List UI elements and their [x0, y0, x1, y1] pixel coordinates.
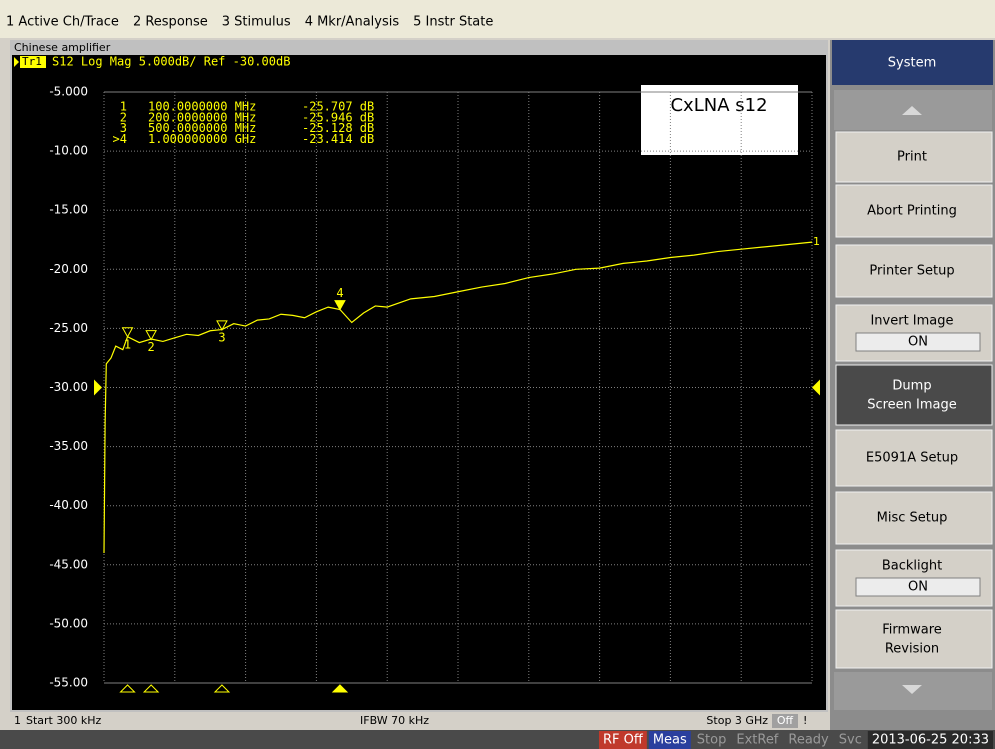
- menu-item[interactable]: 2 Response: [133, 15, 208, 30]
- softkey-label: Backlight: [882, 559, 942, 574]
- status-bar: [0, 730, 995, 749]
- y-tick-label: -20.00: [49, 262, 88, 276]
- menu-item[interactable]: 1 Active Ch/Trace: [6, 15, 119, 30]
- stop: Stop 3 GHz: [706, 714, 768, 727]
- status-item-bg: [598, 731, 647, 749]
- marker-position: [119, 684, 136, 693]
- softkey[interactable]: [835, 184, 993, 238]
- softkey[interactable]: [835, 364, 993, 426]
- marker-reading: -23.414 dB: [302, 132, 374, 146]
- marker-tag: 4: [336, 286, 343, 300]
- softkey-state-bg: [855, 332, 981, 352]
- marker-triangle: [216, 320, 228, 331]
- softkey-state-bg: [855, 577, 981, 597]
- marker-freq: 500.0000000 MHz: [148, 121, 256, 135]
- marker-freq: 100.0000000 MHz: [148, 100, 256, 114]
- softkey-label: Printer Setup: [869, 264, 954, 279]
- menu-bar: [0, 0, 995, 38]
- ref-arrow-left: [94, 379, 102, 396]
- menu-item[interactable]: 3 Stimulus: [222, 15, 291, 30]
- softkey[interactable]: [835, 609, 993, 669]
- softkey-label: Dump: [892, 379, 931, 394]
- up-arrow: [902, 106, 922, 115]
- softkey-state: ON: [908, 580, 928, 595]
- menu-item[interactable]: 5 Instr State: [413, 15, 493, 30]
- menu-item[interactable]: 4 Mkr/Analysis: [305, 15, 400, 30]
- marker-number: 2: [120, 110, 127, 124]
- softkey[interactable]: [835, 244, 993, 298]
- marker-triangle: [145, 330, 157, 341]
- softkey-label: Firmware: [882, 623, 942, 638]
- y-tick-label: -30.00: [49, 380, 88, 394]
- plot-background: [12, 55, 826, 710]
- softkey[interactable]: [835, 491, 993, 545]
- marker-number: 3: [120, 121, 127, 135]
- y-tick-label: -35.00: [49, 439, 88, 453]
- trace-label: 1: [813, 235, 820, 248]
- softkey-title: System: [888, 56, 936, 71]
- marker-number: >4: [113, 132, 127, 146]
- softkey[interactable]: [835, 131, 993, 183]
- marker-freq: 200.0000000 MHz: [148, 110, 256, 124]
- status-item: Stop: [697, 733, 727, 748]
- status-item: RF Off: [603, 733, 644, 748]
- annotation-box: [641, 85, 798, 155]
- status-item: 2013-06-25 20:33: [872, 733, 989, 748]
- y-tick-label: -40.00: [49, 498, 88, 512]
- marker-triangle: [334, 300, 346, 311]
- marker-number: 1: [120, 100, 127, 114]
- softkey-label: Misc Setup: [877, 511, 948, 526]
- softkey-label: E5091A Setup: [866, 451, 958, 466]
- softkey-label: Invert Image: [870, 314, 953, 329]
- status-item: Meas: [653, 733, 687, 748]
- marker-reading: -25.707 dB: [302, 100, 374, 114]
- marker-position: [142, 684, 160, 693]
- marker-freq: 1.000000000 GHz: [148, 132, 256, 146]
- softkey-state: ON: [908, 335, 928, 350]
- trace-badge: Tr1: [22, 55, 42, 68]
- annotation: CxLNA s12: [670, 95, 767, 116]
- marker-triangle: [121, 327, 134, 338]
- active-arrow: [14, 57, 19, 67]
- y-tick-label: -25.00: [49, 321, 88, 335]
- start: Start 300 kHz: [26, 714, 102, 727]
- ifbw: IFBW 70 kHz: [360, 714, 429, 727]
- channel: 1: [14, 714, 21, 727]
- y-tick-label: -50.00: [49, 616, 88, 630]
- marker-tag: 2: [148, 340, 155, 354]
- softkey-label: Abort Printing: [867, 204, 957, 219]
- status-item-bg: [648, 731, 691, 749]
- window-title: Chinese amplifier: [14, 41, 111, 54]
- off: Off: [777, 714, 794, 727]
- marker-tag: 1: [124, 337, 131, 351]
- status-item: ExtRef: [736, 733, 778, 748]
- marker-position: [331, 684, 349, 693]
- trace-badge-bg: [20, 56, 46, 68]
- marker-reading: -25.946 dB: [302, 110, 374, 124]
- status-item-bg: [867, 731, 993, 749]
- y-tick-label: -15.00: [49, 203, 88, 217]
- status-item: Ready: [788, 733, 829, 748]
- marker-tag: 3: [218, 330, 225, 344]
- softkey[interactable]: [835, 429, 993, 487]
- softkey-label: Print: [897, 150, 927, 165]
- trace-header: S12 Log Mag 5.000dB/ Ref -30.00dB: [52, 55, 290, 69]
- marker-position: [213, 684, 231, 693]
- y-tick-label: -55.00: [49, 676, 88, 690]
- down-arrow: [902, 685, 922, 694]
- trace: [103, 241, 813, 553]
- status-line: [10, 712, 828, 730]
- flag: !: [803, 714, 807, 727]
- softkey-label: Screen Image: [867, 398, 957, 413]
- y-tick-label: -5.000: [49, 85, 88, 99]
- off-bg: [772, 714, 798, 728]
- status-item: Svc: [839, 733, 862, 748]
- softkey-title-bg: [832, 40, 993, 85]
- y-tick-label: -10.00: [49, 144, 88, 158]
- ref-arrow-right: [812, 379, 820, 396]
- y-tick-label: -45.00: [49, 557, 88, 571]
- softkey-label: Revision: [885, 642, 939, 657]
- marker-reading: -25.128 dB: [302, 121, 374, 135]
